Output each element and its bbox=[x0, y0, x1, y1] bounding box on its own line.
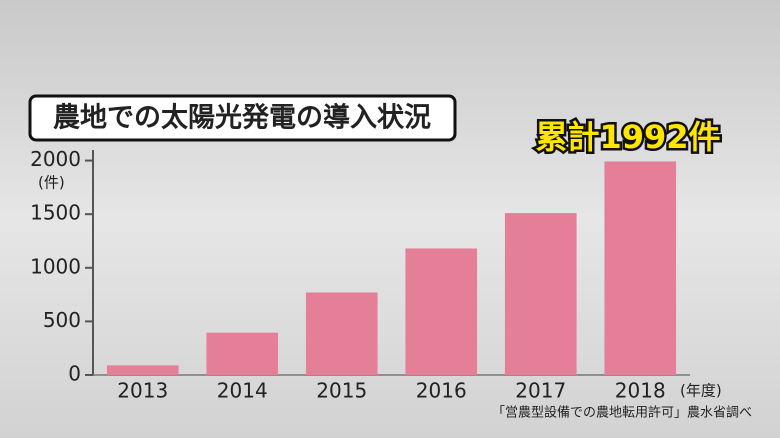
x-tick-label: 2016 bbox=[416, 379, 467, 403]
y-tick-label: 1500 bbox=[30, 201, 81, 225]
bar bbox=[504, 213, 577, 375]
chart-title: 農地での太陽光発電の導入状況 bbox=[53, 102, 431, 134]
title-box bbox=[28, 94, 457, 142]
y-tick-label: 500 bbox=[43, 308, 81, 332]
bar bbox=[305, 292, 378, 375]
x-tick-label: 2015 bbox=[316, 379, 367, 403]
bar bbox=[604, 161, 677, 375]
annotation: 累計1992件 bbox=[535, 118, 720, 156]
x-tick-label: 2013 bbox=[117, 379, 168, 403]
source: 「営農型設備での農地転用許可」農水省調べ bbox=[492, 405, 752, 421]
y-tick-label: 2000 bbox=[30, 147, 81, 171]
x-tick-label: 2018 bbox=[615, 379, 666, 403]
bar bbox=[106, 365, 179, 375]
y-tick-label: 1000 bbox=[30, 254, 81, 278]
bar bbox=[405, 248, 478, 375]
x-unit: (年度) bbox=[680, 382, 722, 400]
x-tick-label: 2014 bbox=[217, 379, 268, 403]
y-unit: (件) bbox=[38, 174, 65, 192]
y-tick-label: 0 bbox=[68, 362, 81, 386]
x-tick-label: 2017 bbox=[515, 379, 566, 403]
bar bbox=[206, 332, 279, 375]
